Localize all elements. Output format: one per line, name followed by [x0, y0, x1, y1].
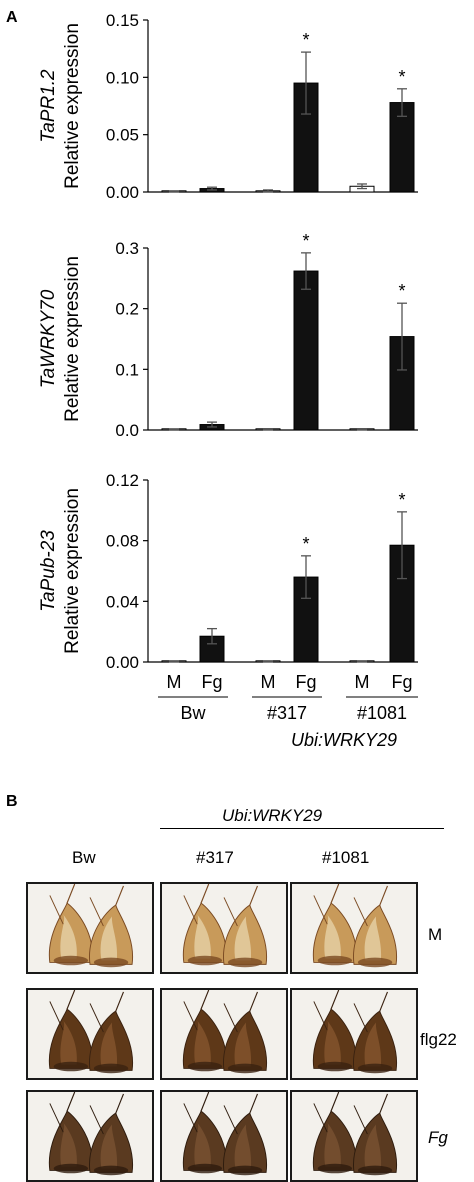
spikelet-photo-1081-fg: [290, 1090, 418, 1182]
y-tick-label: 0.10: [106, 68, 139, 87]
row-label-m: M: [428, 925, 443, 944]
panel-b-construct-label: Ubi:WRKY29: [222, 806, 323, 825]
x-tick-label-fg: Fg: [391, 672, 412, 692]
group-label: Bw: [180, 703, 206, 723]
group-label: #1081: [357, 703, 407, 723]
y-tick-label: 0.15: [106, 11, 139, 30]
x-tick-label-m: M: [261, 672, 276, 692]
y-axis-label: Relative expression: [62, 23, 83, 189]
spikelet-photo-bw-m: [26, 882, 154, 974]
spikelet-photo-317-flg22: [160, 988, 288, 1080]
x-tick-label-fg: Fg: [201, 672, 222, 692]
y-tick-label: 0.08: [106, 532, 139, 551]
y-tick-label: 0.12: [106, 471, 139, 490]
y-tick-label: 0.0: [115, 421, 139, 440]
row-label-fg: Fg: [428, 1128, 448, 1147]
chart-tapr1-2: 0.00 0.05 0.10 0.15 TaPR1.2 Relative expressi…: [38, 11, 418, 202]
significance-asterisk: *: [302, 534, 309, 554]
construct-label: Ubi:WRKY29: [291, 730, 397, 750]
significance-asterisk: *: [398, 281, 405, 301]
y-tick-label: 0.2: [115, 300, 139, 319]
y-tick-label: 0.05: [106, 126, 139, 145]
column-label-1081: #1081: [322, 848, 370, 867]
spikelet-photo-1081-m: [290, 882, 418, 974]
panel-a-label: A: [6, 9, 18, 26]
gene-name-label: TaPub-23: [38, 530, 59, 612]
group-label: #317: [267, 703, 307, 723]
significance-asterisk: *: [398, 67, 405, 87]
spikelet-photo-317-m: [160, 882, 288, 974]
gene-name-label: TaPR1.2: [38, 69, 59, 143]
panel-b-construct-line: [160, 828, 444, 829]
column-label-bw: Bw: [72, 848, 96, 867]
x-tick-label-m: M: [167, 672, 182, 692]
x-tick-label-m: M: [355, 672, 370, 692]
spikelet-photo-bw-fg: [26, 1090, 154, 1182]
chart-tapub-23: 0.00 0.04 0.08 0.12 TaPub-23 Relative express…: [38, 471, 418, 672]
spikelet-photo-1081-flg22: [290, 988, 418, 1080]
y-axis-label: Relative expression: [62, 256, 83, 422]
bar--317-fg: [293, 270, 319, 431]
row-label-flg22: flg22: [420, 1030, 457, 1049]
gene-name-label: TaWRKY70: [38, 289, 59, 388]
y-tick-label: 0.1: [115, 360, 139, 379]
chart-tawrky70: 0.0 0.1 0.2 0.3 TaWRKY70 Relative expression *…: [38, 231, 418, 440]
column-label-317: #317: [196, 848, 234, 867]
significance-asterisk: *: [302, 231, 309, 251]
significance-asterisk: *: [302, 30, 309, 50]
y-tick-label: 0.00: [106, 183, 139, 202]
y-axis-label: Relative expression: [62, 488, 83, 654]
bar--1081-fg: [389, 102, 415, 193]
panel-b-label: B: [6, 793, 18, 810]
spikelet-photo-bw-flg22: [26, 988, 154, 1080]
y-tick-label: 0.3: [115, 239, 139, 258]
y-tick-label: 0.00: [106, 653, 139, 672]
significance-asterisk: *: [398, 490, 405, 510]
spikelet-photo-317-fg: [160, 1090, 288, 1182]
x-tick-label-fg: Fg: [295, 672, 316, 692]
y-tick-label: 0.04: [106, 592, 139, 611]
